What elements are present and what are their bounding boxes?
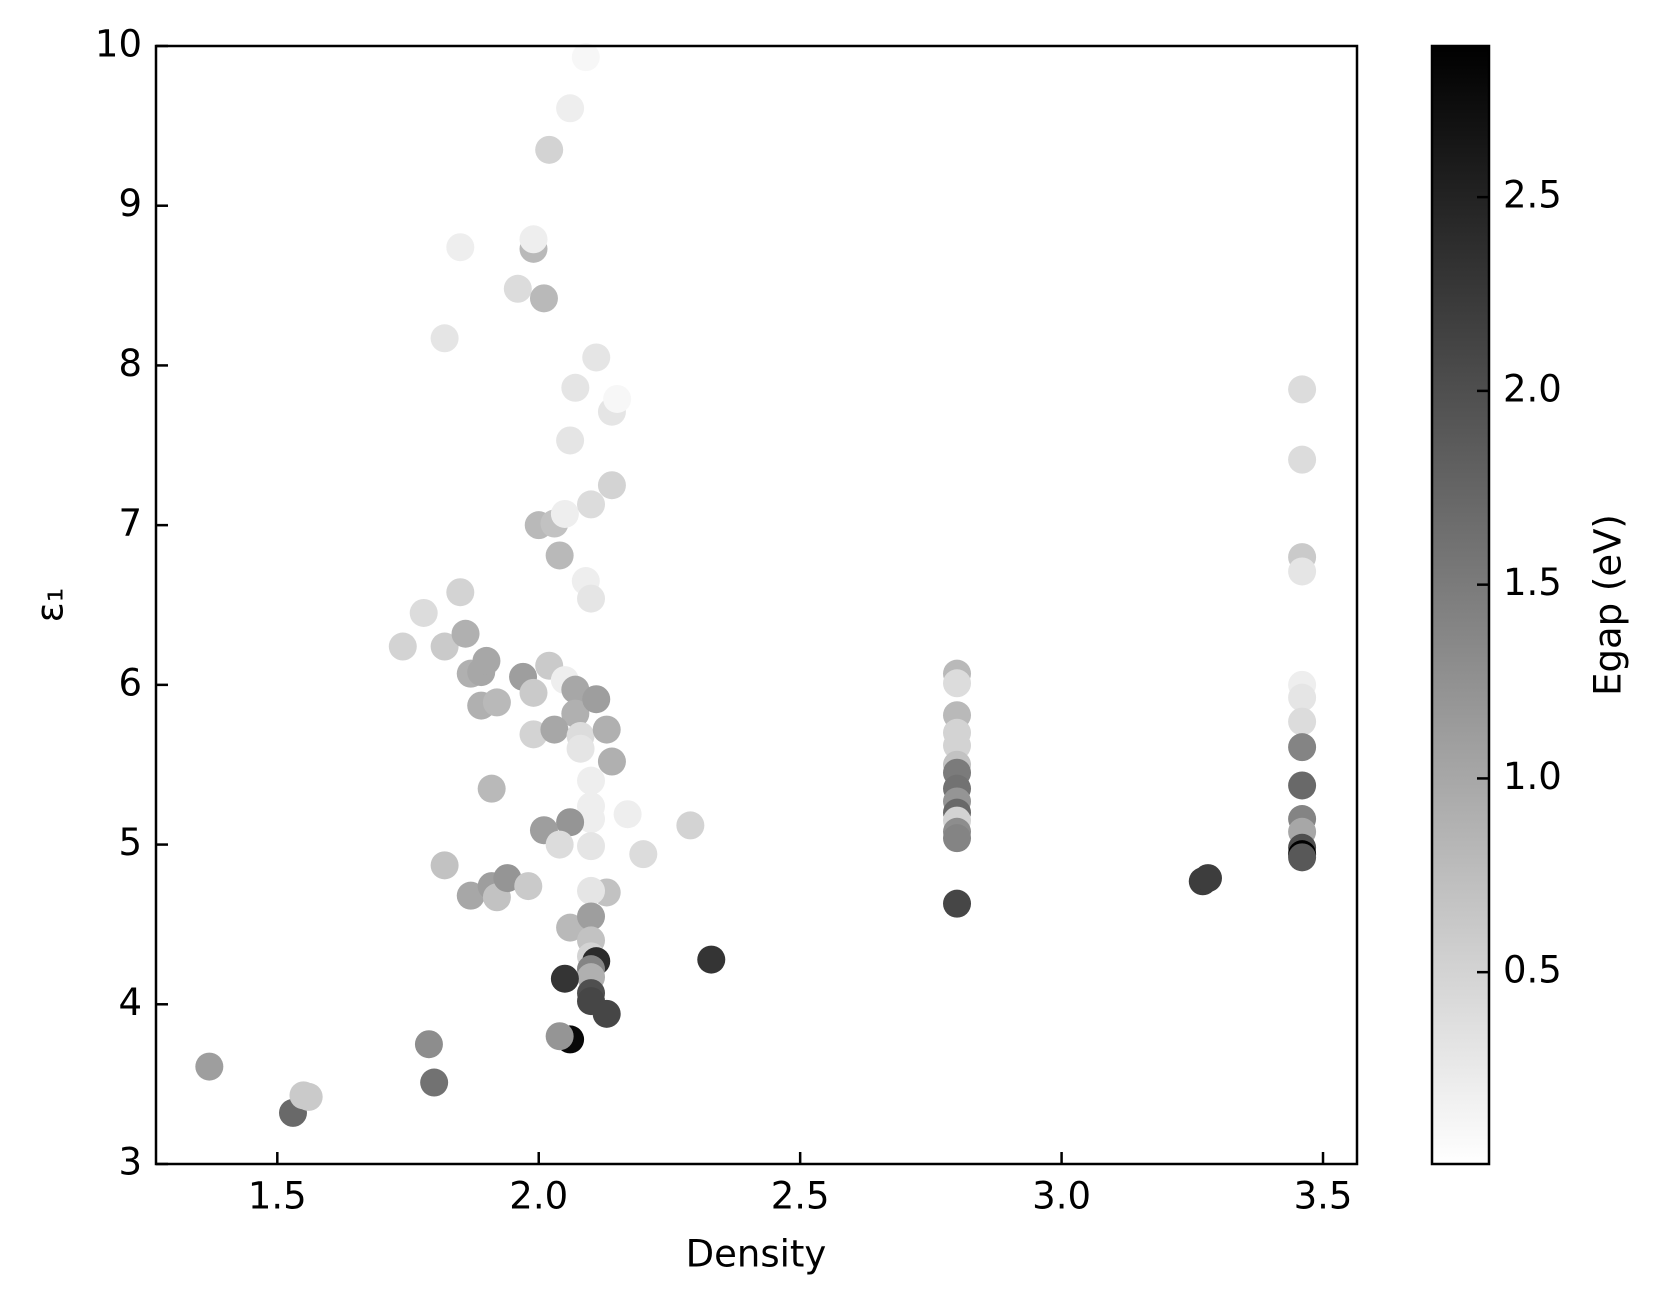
colorbar-tick-label: 1.5 [1503,561,1562,604]
y-tick-label: 4 [118,981,142,1024]
colorbar [1430,44,1491,1166]
point [582,685,611,714]
point [597,747,626,776]
point [540,715,569,744]
point [1288,683,1317,712]
point [414,1030,443,1059]
point [592,715,621,744]
point [545,830,574,859]
colorbar-tick-label: 1.0 [1503,755,1562,798]
point [577,902,606,931]
point [1288,707,1317,736]
point [943,889,972,918]
y-axis-label: ε₁ [29,588,72,623]
x-tick-label: 2.0 [509,1175,568,1218]
point [430,851,459,880]
y-tick-label: 8 [118,342,142,385]
point [1288,733,1317,762]
point [456,881,485,910]
point [943,669,972,698]
point [571,43,600,72]
point [561,699,590,728]
point [472,646,501,675]
point [943,731,972,760]
point [451,619,480,648]
point [503,274,532,303]
x-tick-label: 3.5 [1294,1175,1353,1218]
point [550,964,579,993]
colorbar-tick-label: 2.5 [1503,174,1562,217]
colorbar-label: Egap (eV) [1587,514,1630,696]
x-tick-label: 3.0 [1032,1175,1091,1218]
point [697,945,726,974]
point [1288,557,1317,586]
point [577,876,606,905]
point [597,471,626,500]
point [566,734,595,763]
point [430,632,459,661]
point [577,584,606,613]
point [556,808,585,837]
y-tick-label: 6 [118,661,142,704]
plot-frame [154,44,1359,1166]
point [561,373,590,402]
point [545,1022,574,1051]
point [592,999,621,1028]
point [556,94,585,123]
x-tick-label: 1.5 [248,1175,307,1218]
point [519,225,548,254]
point [1288,771,1317,800]
point [1288,445,1317,474]
x-tick-label: 2.5 [771,1175,830,1218]
point [943,824,972,853]
y-tick-label: 10 [95,23,142,66]
point [482,688,511,717]
point [545,541,574,570]
point [529,284,558,313]
y-tick-label: 5 [118,821,142,864]
y-tick-label: 3 [118,1141,142,1184]
point [514,872,543,901]
point [613,800,642,829]
point [446,578,475,607]
point [582,343,611,372]
point [603,384,632,413]
point [519,678,548,707]
colorbar-tick-label: 0.5 [1503,949,1562,992]
point [446,233,475,262]
point [294,1082,323,1111]
point [577,490,606,519]
point [556,426,585,455]
point [420,1068,449,1097]
y-tick-label: 9 [118,182,142,225]
point [519,720,548,749]
point [430,324,459,353]
point [676,811,705,840]
x-axis-label: Density [686,1233,827,1276]
y-tick-label: 7 [118,502,142,545]
point [388,632,417,661]
point [577,766,606,795]
point [1288,843,1317,872]
point [535,135,564,164]
point [1288,375,1317,404]
point [477,774,506,803]
point [577,832,606,861]
point [195,1052,224,1081]
point [409,598,438,627]
point [1193,864,1222,893]
point [561,675,590,704]
colorbar-tick-label: 2.0 [1503,367,1562,410]
point [556,913,585,942]
point [577,805,606,834]
point [550,499,579,528]
point [629,840,658,869]
